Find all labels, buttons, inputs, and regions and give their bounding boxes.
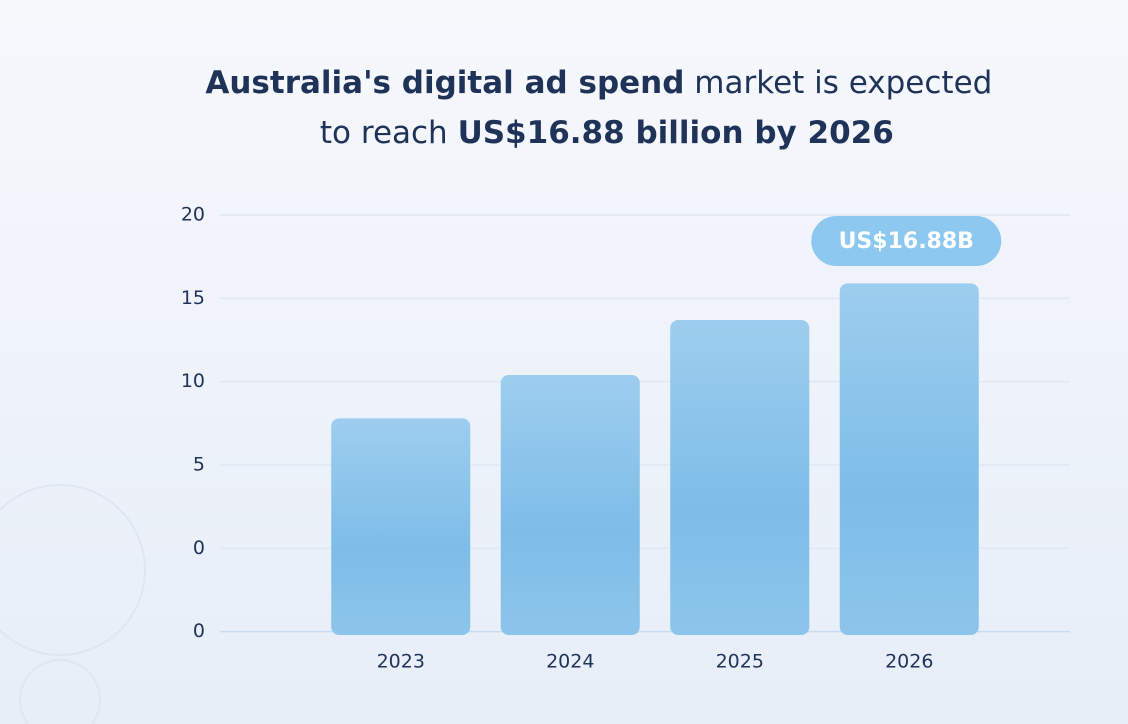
x-tick-label: 2026 — [885, 651, 933, 673]
bar-shade — [670, 320, 810, 635]
annotation-badge: US$16.88B — [811, 216, 1002, 266]
chart-title: to reach US$16.88 billion by 2026 — [271, 115, 924, 151]
y-tick-label: 15 — [181, 287, 205, 309]
y-tick-label: 20 — [181, 204, 205, 226]
y-tick-label: 5 — [193, 454, 205, 476]
chart-title: Australia's digital ad spend market is e… — [156, 65, 1022, 101]
y-tick-label: 0 — [193, 537, 205, 559]
badge-background — [811, 216, 1002, 266]
bar-shade — [839, 283, 979, 635]
decor — [0, 484, 146, 656]
bar-shade — [331, 418, 471, 635]
x-tick-label: 2023 — [377, 651, 425, 673]
x-tick-label: 2024 — [546, 651, 594, 673]
title-part: market is expected — [684, 65, 992, 101]
title-part: US$16.88 billion by 2026 — [458, 115, 894, 151]
title-part: to reach — [320, 115, 458, 151]
x-tick-label: 2025 — [716, 651, 764, 673]
decor — [19, 659, 101, 724]
bar-shade — [500, 375, 640, 635]
annotation-text: US$16.88B — [839, 229, 974, 254]
y-tick-label: 0 — [193, 620, 205, 642]
title-part: Australia's digital ad spend — [205, 65, 684, 101]
y-tick-label: 10 — [181, 370, 205, 392]
